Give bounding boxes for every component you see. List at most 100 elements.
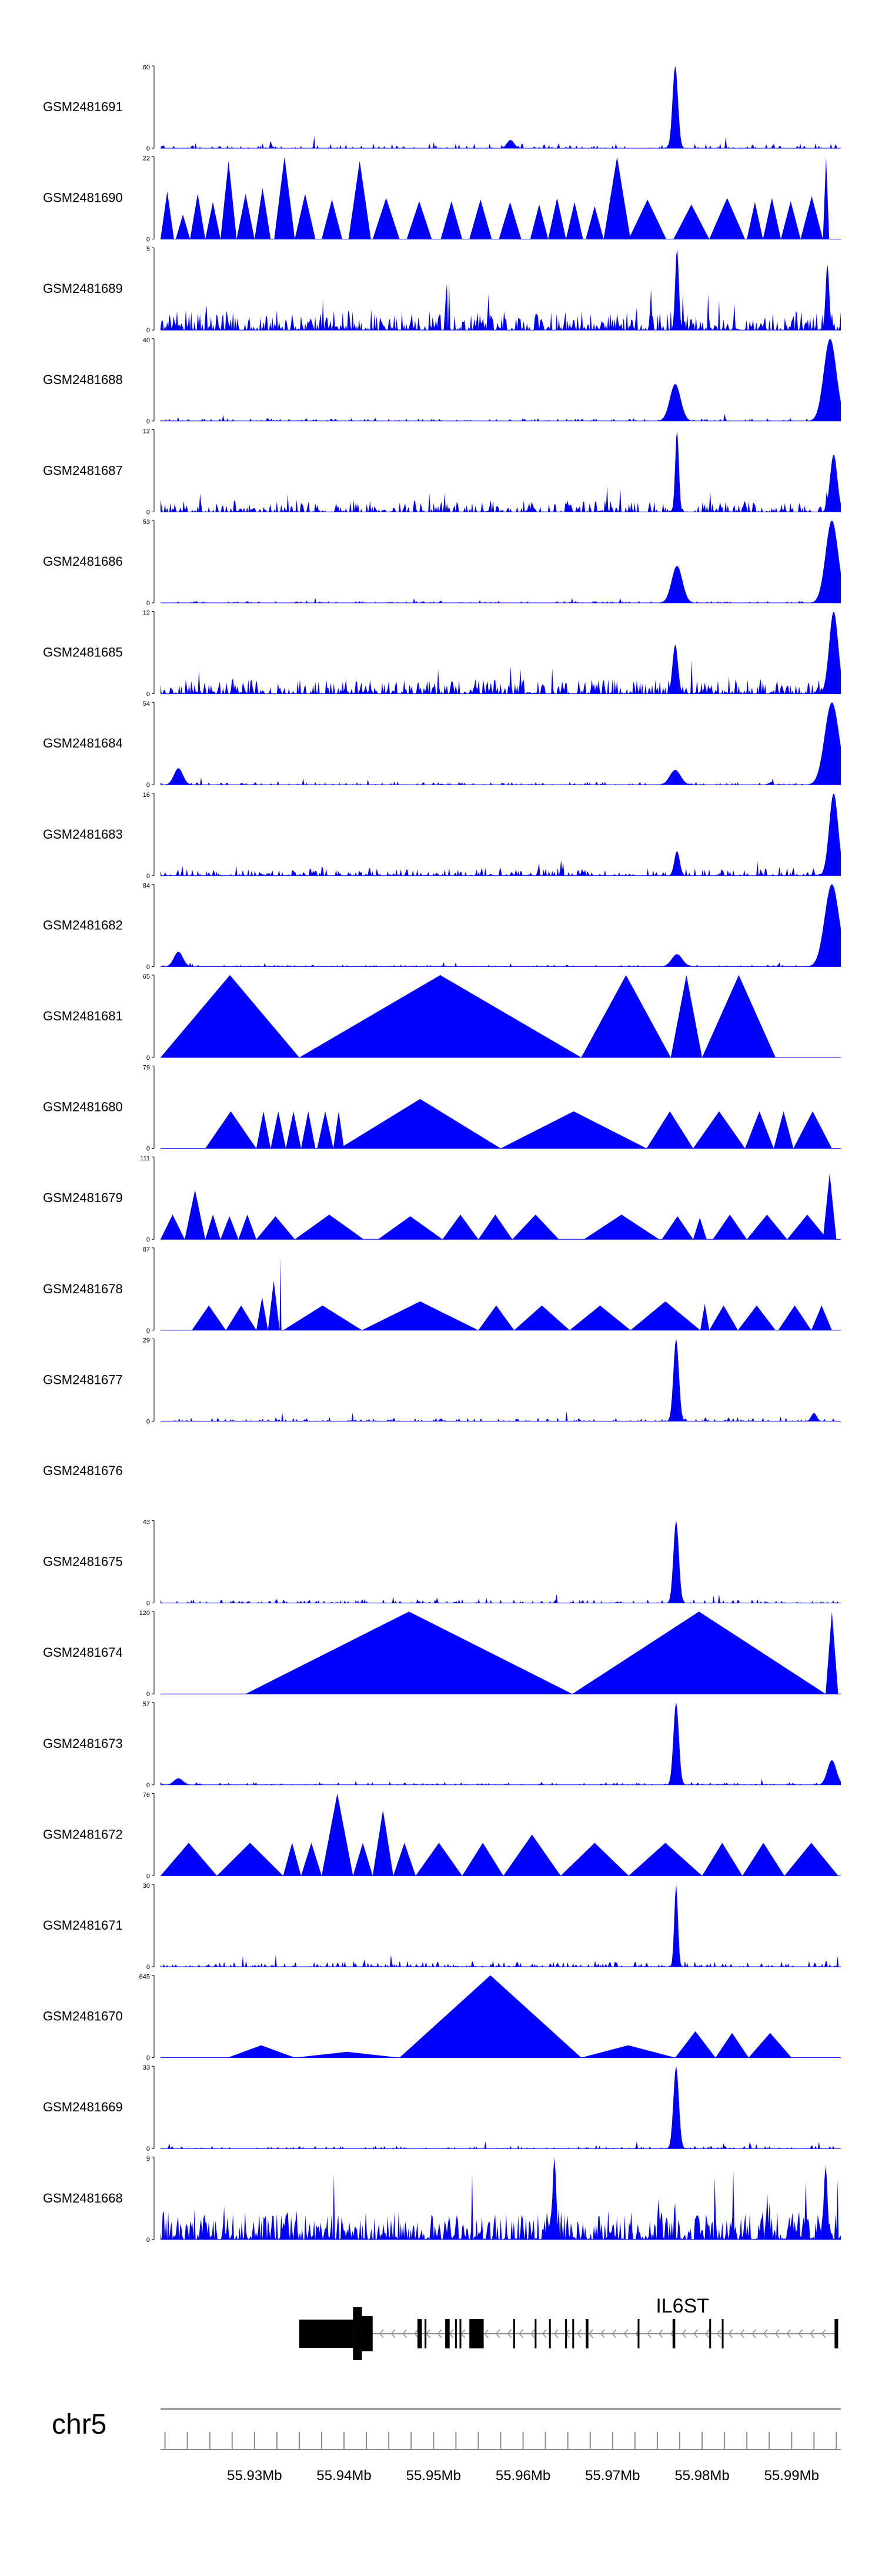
coverage-triangle-0 [192,1305,226,1330]
coverage-triangle-12 [406,201,432,239]
coverage-triangle-5 [256,1216,295,1240]
strand-arrow [647,2329,652,2338]
exon-2 [362,2316,373,2351]
coverage-triangle-15 [747,1214,787,1240]
x-tick-label: 55.95Mb [406,2468,461,2484]
strand-arrow [681,2329,687,2338]
coverage-triangle-2 [581,975,671,1057]
coverage-triangle-0 [245,1611,573,1694]
coverage-area [161,2157,841,2240]
y-max-label: 57 [143,1701,150,1708]
coverage-triangle-20 [603,156,631,239]
coverage-triangle-24 [747,202,763,239]
y-zero-label: 0 [146,1236,150,1243]
coverage-triangle-5 [353,1843,373,1876]
strand-arrow [390,2329,396,2338]
track-label: GSM2481674 [43,1645,123,1660]
coverage-area [161,520,841,603]
coverage-triangle-27 [800,196,823,239]
coverage-triangle-26 [781,201,801,239]
strand-arrow [589,2329,593,2338]
x-tick-label: 55.94Mb [316,2468,371,2484]
coverage-triangle-11 [584,1214,659,1240]
coverage-triangle-11 [560,1843,629,1876]
coverage-triangle-8 [295,193,316,239]
y-max-label: 16 [143,792,150,799]
coverage-triangle-9 [478,1214,513,1240]
coverage-triangle-7 [478,1305,514,1330]
track-label: GSM2481680 [43,1100,123,1115]
coverage-triangle-2 [283,1843,302,1876]
coverage-area [161,884,841,967]
coverage-area [161,66,841,148]
exon-10 [534,2319,537,2348]
strand-arrow [763,2329,768,2338]
coverage-triangle-8 [514,1305,570,1330]
y-max-label: 111 [140,1155,150,1162]
y-max-label: 33 [143,2064,150,2071]
track-label: GSM2481668 [43,2191,123,2205]
coverage-triangle-2 [190,193,206,239]
coverage-triangle-13 [793,1111,832,1149]
strand-arrow [437,2329,442,2338]
track-GSM2481671: GSM2481671 30 0 [43,1883,841,1971]
strand-arrow [542,2329,547,2338]
coverage-triangle-2 [270,1111,286,1149]
track-GSM2481691: GSM2481691 60 0 [43,64,841,152]
strand-arrow [379,2329,384,2338]
track-label: GSM2481686 [43,554,123,569]
y-max-label: 9 [146,2155,150,2163]
track-label: GSM2481675 [43,1554,123,1569]
y-zero-label: 0 [146,782,150,789]
y-zero-label: 0 [146,1873,150,1880]
track-label: GSM2481681 [43,1009,123,1023]
coverage-triangle-25 [763,198,781,239]
chromosome-label: chr5 [52,2409,106,2440]
coverage-triangle-12 [709,1305,738,1330]
y-zero-label: 0 [146,2145,150,2153]
coverage-triangle-13 [737,1305,776,1330]
exon-8 [469,2319,484,2348]
coverage-triangle-0 [161,1843,217,1876]
coverage-triangle-13 [702,1843,743,1876]
coverage-triangle-7 [377,1216,443,1240]
track-label: GSM2481687 [43,463,123,478]
coverage-triangle-0 [228,2045,295,2058]
y-max-label: 12 [143,428,150,435]
track-GSM2481676: GSM2481676 [43,1463,123,1478]
coverage-triangle-15 [811,1305,832,1330]
coverage-triangle-10 [630,1301,700,1330]
y-max-label: 22 [143,155,150,162]
coverage-triangle-9 [462,1843,504,1876]
exon-6 [455,2319,457,2348]
coverage-triangle-17 [823,1173,837,1240]
track-GSM2481689: GSM2481689 5 0 [43,246,841,334]
coverage-triangle-3 [268,1280,280,1330]
strand-arrow [821,2329,826,2338]
coverage-triangle-7 [274,156,295,239]
strand-arrow [484,2329,489,2338]
coverage-triangle-11 [372,198,400,239]
y-max-label: 29 [143,1337,150,1344]
coverage-area [161,702,841,785]
gene-name-label: IL6ST [656,2295,709,2317]
track-label: GSM2481677 [43,1372,123,1387]
track-GSM2481680: GSM2481680 79 0 [43,1065,841,1153]
coverage-triangle-22 [673,204,710,239]
track-label: GSM2481689 [43,281,123,296]
track-GSM2481672: GSM2481672 76 0 [43,1791,841,1880]
strand-arrow [774,2329,780,2338]
track-GSM2481669: GSM2481669 33 0 [43,2064,841,2153]
exon-4 [425,2319,427,2348]
y-max-label: 84 [143,882,150,889]
y-max-label: 30 [143,1883,150,1890]
strand-arrow [693,2329,698,2338]
track-GSM2481684: GSM2481684 54 0 [43,700,841,789]
coverage-triangle-4 [279,1256,282,1330]
exon-16 [672,2319,676,2348]
coverage-triangle-3 [205,202,220,239]
y-zero-label: 0 [146,963,150,970]
coverage-triangle-12 [773,1111,794,1149]
track-GSM2481679: GSM2481679 111 0 [43,1155,841,1243]
strand-arrow [798,2329,803,2338]
